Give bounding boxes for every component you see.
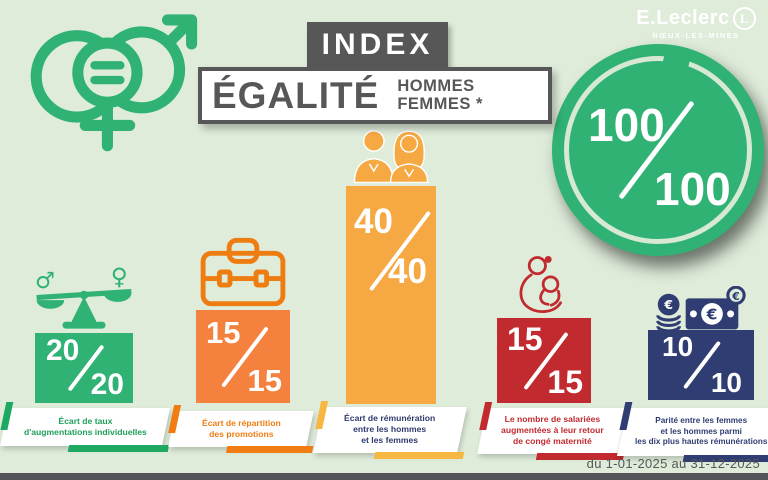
score-max: 10 bbox=[710, 367, 742, 398]
title-egalite: ÉGALITÉ bbox=[212, 75, 380, 116]
label-augmentations: Écart de taux d'augmentations individuel… bbox=[0, 408, 171, 446]
briefcase-icon bbox=[200, 237, 286, 307]
brand-location: NŒUX-LES-MINES bbox=[652, 31, 740, 40]
total-score: 100 100 bbox=[552, 44, 764, 256]
title-femmes: FEMMES * bbox=[397, 94, 483, 113]
bar-promotions-score: 15 15 bbox=[196, 310, 290, 403]
bar-parite-score: 10 10 bbox=[648, 330, 754, 400]
bar-remuneration-score: 40 40 bbox=[346, 186, 436, 316]
total-score-circle: 100 100 bbox=[552, 44, 764, 256]
people-icon bbox=[353, 130, 429, 184]
label-text: Écart de taux d'augmentations individuel… bbox=[23, 415, 147, 437]
svg-text:€: € bbox=[706, 305, 718, 323]
svg-text:€: € bbox=[731, 290, 740, 303]
score-max: 15 bbox=[547, 364, 583, 400]
scales-icon: ♂ ♀ bbox=[35, 264, 132, 329]
bar-maternite: 15 15 bbox=[497, 318, 591, 403]
label-maternite: Le nombre de salariées augmentées à leur… bbox=[477, 408, 627, 454]
score-max: 20 bbox=[90, 368, 124, 401]
label-text: Écart de rémunération entre les hommes e… bbox=[344, 413, 436, 446]
label-parite: Parité entre les femmes et les hommes pa… bbox=[616, 408, 768, 456]
label-remuneration: Écart de rémunération entre les hommes e… bbox=[313, 407, 467, 453]
label-text: Parité entre les femmes et les hommes pa… bbox=[634, 416, 768, 447]
bar-maternite-score: 15 15 bbox=[497, 318, 591, 403]
bar-promotions: 15 15 bbox=[196, 310, 290, 403]
brand-name: E.Leclerc bbox=[636, 7, 730, 29]
leclerc-mark-icon: L bbox=[732, 7, 756, 30]
svg-text:€: € bbox=[663, 298, 673, 312]
score-value: 40 bbox=[354, 202, 393, 241]
bottom-strip bbox=[0, 473, 768, 480]
bar-remuneration: 40 40 bbox=[346, 186, 436, 404]
label-text: Le nombre de salariées augmentées à leur… bbox=[500, 414, 604, 447]
score-value: 20 bbox=[46, 334, 80, 367]
score-value: 15 bbox=[206, 315, 241, 350]
bar-augmentations-score: 20 20 bbox=[35, 333, 133, 403]
period-text: du 1-01-2025 au 31-12-2025 bbox=[586, 456, 760, 471]
label-text: Écart de répartition des promotions bbox=[201, 417, 281, 439]
title-egalite-box: ÉGALITÉ HOMMES FEMMES * bbox=[198, 67, 552, 124]
svg-text:♀: ♀ bbox=[111, 264, 128, 291]
score-max: 40 bbox=[388, 252, 427, 291]
gender-equality-icon bbox=[30, 14, 198, 152]
title-index: INDEX bbox=[307, 22, 448, 68]
score-value: 10 bbox=[662, 331, 694, 362]
score-max: 15 bbox=[247, 363, 282, 398]
money-icon: € € € bbox=[656, 286, 746, 333]
mother-baby-icon bbox=[519, 255, 562, 313]
total-score-value: 100 bbox=[588, 99, 665, 151]
svg-text:♂: ♂ bbox=[35, 268, 55, 294]
bar-parite: 10 10 bbox=[648, 330, 754, 400]
title-hommes-femmes: HOMMES FEMMES * bbox=[397, 77, 483, 113]
title-hommes: HOMMES bbox=[397, 77, 475, 96]
label-promotions: Écart de répartition des promotions bbox=[168, 411, 314, 447]
bar-augmentations: 20 20 bbox=[35, 333, 133, 403]
score-value: 15 bbox=[507, 321, 543, 357]
total-score-max: 100 bbox=[654, 163, 731, 215]
brand-logo: E.Leclerc L NŒUX-LES-MINES bbox=[628, 7, 764, 40]
circle-ring bbox=[564, 56, 752, 244]
